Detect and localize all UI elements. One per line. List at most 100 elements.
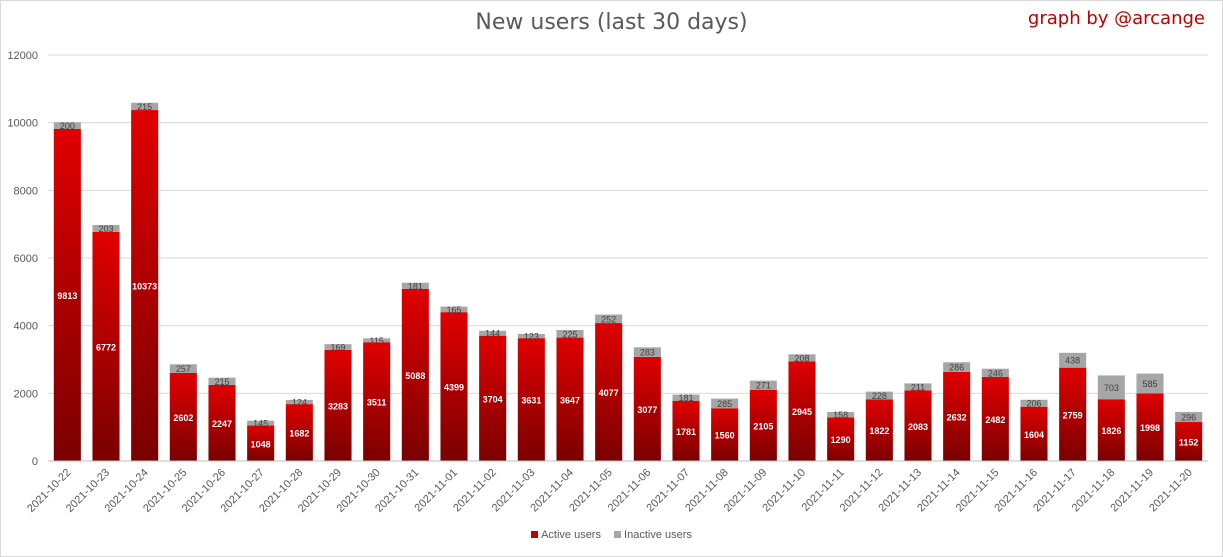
y-tick-label: 10000	[7, 118, 38, 130]
bar-inactive	[247, 420, 275, 426]
data-label-inactive: 211	[911, 382, 925, 392]
data-label-active: 1682	[289, 429, 309, 439]
bar-active	[943, 371, 971, 461]
data-label-active: 3511	[367, 398, 387, 408]
data-label-inactive: 169	[330, 343, 345, 353]
bar-active	[595, 323, 623, 461]
data-label-active: 1781	[676, 427, 696, 437]
legend-label-inactive: Inactive users	[624, 529, 692, 541]
data-label-active: 2247	[212, 419, 232, 429]
bar-inactive	[556, 329, 584, 338]
bar-inactive	[633, 347, 661, 357]
data-label-active: 2759	[1063, 410, 1083, 420]
data-label-inactive: 144	[485, 329, 500, 339]
data-label-active: 4077	[599, 388, 619, 398]
legend-item-inactive: Inactive users	[614, 529, 692, 541]
bar-inactive	[517, 333, 545, 339]
y-tick-label: 12000	[7, 50, 38, 62]
data-label-active: 1998	[1140, 423, 1160, 433]
bar-inactive	[827, 412, 855, 418]
data-label-active: 2482	[985, 415, 1005, 425]
y-tick-label: 2000	[14, 388, 38, 400]
bar-inactive	[479, 330, 507, 336]
bar-inactive	[749, 380, 777, 390]
data-label-inactive: 181	[678, 393, 693, 403]
bar-active	[633, 356, 661, 461]
data-label-active: 2945	[792, 407, 812, 417]
data-label-active: 2105	[753, 421, 773, 431]
data-label-inactive: 206	[1026, 399, 1041, 409]
data-label-inactive: 285	[717, 399, 732, 409]
bar-active	[711, 408, 739, 461]
bar-inactive	[363, 338, 391, 343]
bar-active	[131, 110, 159, 461]
data-label-inactive: 271	[756, 381, 771, 391]
data-label-active: 3631	[521, 396, 541, 406]
y-tick-label: 0	[32, 456, 38, 468]
bar-active	[208, 384, 236, 461]
bar-inactive	[53, 122, 81, 129]
data-label-active: 1152	[1179, 438, 1199, 448]
data-label-inactive: 215	[214, 377, 229, 387]
bar-inactive	[1175, 412, 1203, 423]
data-label-active: 1560	[715, 431, 735, 441]
bar-inactive	[865, 391, 893, 400]
data-label-active: 10373	[132, 282, 157, 292]
bar-inactive	[285, 399, 313, 405]
bar-inactive	[904, 383, 932, 391]
data-label-active: 3077	[637, 405, 657, 415]
y-tick-label: 8000	[14, 185, 38, 197]
bar-inactive	[1097, 375, 1125, 400]
bar-inactive	[169, 364, 197, 373]
data-label-inactive: 203	[98, 224, 113, 234]
legend-item-active: Active users	[531, 529, 601, 541]
bar-active	[1175, 422, 1203, 461]
bar-active	[981, 377, 1009, 461]
bar-active	[1020, 406, 1048, 461]
data-label-active: 1048	[251, 439, 271, 449]
bar-active	[788, 361, 816, 461]
data-label-inactive: 296	[1181, 413, 1196, 423]
bar-inactive	[1020, 399, 1048, 407]
bar-active	[53, 128, 81, 461]
data-label-inactive: 703	[1104, 383, 1119, 393]
bar-inactive	[208, 377, 236, 385]
data-label-active: 3704	[483, 394, 503, 404]
data-label-inactive: 286	[949, 363, 964, 373]
data-label-active: 1290	[831, 435, 851, 445]
bar-inactive	[92, 225, 120, 232]
data-label-inactive: 208	[794, 353, 809, 363]
bar-active	[517, 338, 545, 461]
data-label-inactive: 181	[408, 281, 423, 291]
bar-inactive	[324, 344, 352, 350]
data-label-inactive: 585	[1142, 379, 1157, 389]
legend-swatch-inactive	[614, 530, 622, 538]
data-label-active: 5088	[405, 371, 425, 381]
bar-inactive	[1136, 373, 1164, 394]
chart-legend: Active users Inactive users	[0, 529, 1223, 541]
bar-inactive	[672, 394, 700, 401]
data-label-active: 3283	[328, 401, 348, 411]
data-label-active: 2632	[947, 412, 967, 422]
bar-inactive	[401, 282, 429, 289]
data-label-inactive: 228	[872, 391, 887, 401]
data-label-inactive: 225	[562, 329, 577, 339]
data-label-inactive: 158	[833, 410, 848, 420]
data-label-inactive: 115	[369, 336, 383, 346]
bar-active	[672, 400, 700, 461]
bar-active	[401, 288, 429, 461]
bar-active	[904, 390, 932, 461]
y-tick-label: 6000	[14, 253, 38, 265]
bar-active	[1097, 399, 1125, 461]
data-label-inactive: 200	[60, 121, 75, 131]
bar-active	[440, 312, 468, 461]
data-label-inactive: 145	[253, 419, 268, 429]
bar-active	[827, 417, 855, 461]
chart-title: New users (last 30 days)	[475, 10, 748, 35]
data-label-active: 1826	[1101, 426, 1121, 436]
bar-active	[324, 349, 352, 461]
data-label-inactive: 257	[176, 364, 191, 374]
legend-swatch-active	[531, 530, 539, 538]
data-label-active: 1604	[1024, 430, 1044, 440]
